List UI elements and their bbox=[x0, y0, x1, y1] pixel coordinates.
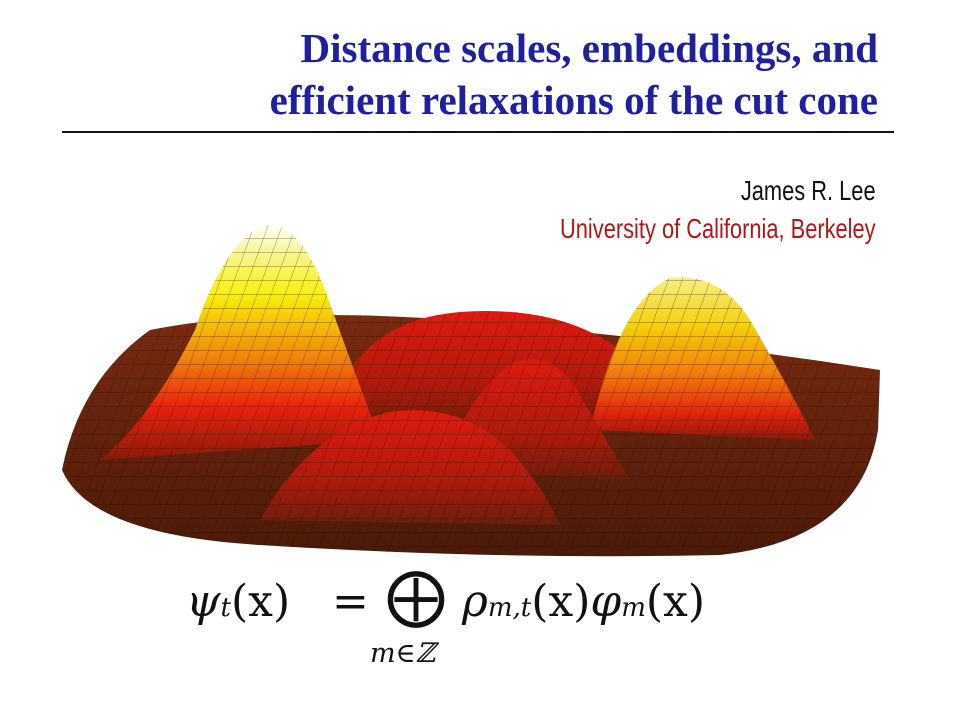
author-block: James R. Lee University of California, B… bbox=[560, 172, 876, 248]
title-line-2: efficient relaxations of the cut cone bbox=[269, 77, 878, 123]
formula-lhs: ψt(x) bbox=[186, 576, 291, 627]
formula-rhs: ρm,t(x)φm(x) bbox=[462, 576, 706, 627]
author-affiliation: University of California, Berkeley bbox=[560, 213, 876, 244]
sum-index: m∈ℤ bbox=[370, 638, 436, 669]
formula: ψt(x) = ⨁ m∈ℤ ρm,t(x)φm(x) bbox=[180, 560, 800, 680]
author-name: James R. Lee bbox=[741, 175, 876, 206]
formula-equals: = bbox=[332, 576, 369, 627]
slide-title: Distance scales, embeddings, and efficie… bbox=[38, 22, 878, 126]
title-line-1: Distance scales, embeddings, and bbox=[300, 25, 878, 71]
title-divider bbox=[62, 131, 894, 133]
direct-sum-operator: ⨁ bbox=[386, 561, 446, 631]
